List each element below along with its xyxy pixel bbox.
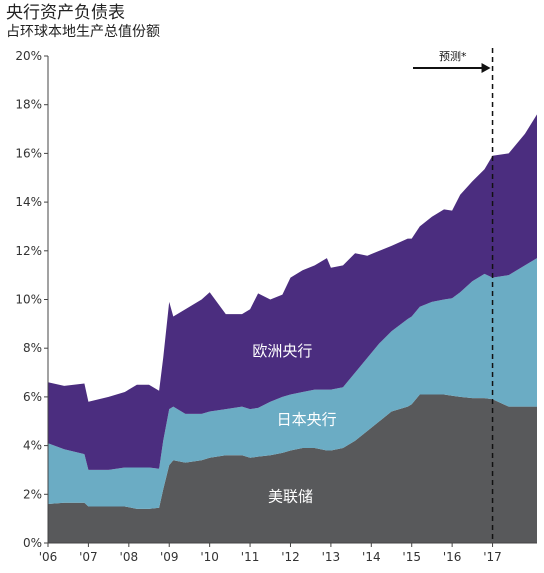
chart-subtitle: 占环球本地生产总值份额 xyxy=(6,24,160,40)
series-label-0: 美联储 xyxy=(268,488,313,506)
y-tick-label: 16% xyxy=(15,146,42,160)
x-tick-label: '11 xyxy=(241,550,260,564)
x-tick-label: '16 xyxy=(443,550,462,564)
x-tick-label: '07 xyxy=(79,550,98,564)
y-tick-label: 4% xyxy=(23,439,42,453)
x-tick-label: '13 xyxy=(322,550,341,564)
y-tick-label: 6% xyxy=(23,390,42,404)
x-tick-label: '10 xyxy=(200,550,219,564)
x-tick-label: '15 xyxy=(402,550,421,564)
area-series-2 xyxy=(48,114,537,470)
series-labels: 美联储 日本央行 欧洲央行 xyxy=(252,342,336,506)
forecast-arrow-head xyxy=(481,63,491,73)
y-tick-label: 2% xyxy=(23,487,42,501)
y-tick-label: 10% xyxy=(15,293,42,307)
x-tick-label: '09 xyxy=(160,550,179,564)
x-tick-label: '14 xyxy=(362,550,381,564)
area-series-0 xyxy=(48,394,537,543)
series-label-2: 欧洲央行 xyxy=(252,342,312,360)
forecast-label: 预测* xyxy=(439,50,467,63)
x-tick-label: '17 xyxy=(483,550,502,564)
x-tick-label: '06 xyxy=(39,550,58,564)
forecast-marker: 预测* xyxy=(413,48,494,543)
y-tick-label: 8% xyxy=(23,341,42,355)
y-tick-label: 12% xyxy=(15,244,42,258)
x-tick-label: '08 xyxy=(120,550,139,564)
area-layers xyxy=(48,114,537,543)
y-tick-label: 18% xyxy=(15,98,42,112)
series-label-1: 日本央行 xyxy=(277,411,337,429)
axes: 0% 2% 4% 6% 8% 10% 12% 14% 16% 18% 20% '06 '07 '08 '09… xyxy=(15,49,537,564)
area-series-1 xyxy=(48,258,537,509)
y-tick-label: 0% xyxy=(23,536,42,550)
y-tick-label: 20% xyxy=(15,49,42,63)
y-tick-label: 14% xyxy=(15,195,42,209)
x-tick-label: '12 xyxy=(281,550,300,564)
chart-title: 央行资产负债表 xyxy=(6,3,125,23)
